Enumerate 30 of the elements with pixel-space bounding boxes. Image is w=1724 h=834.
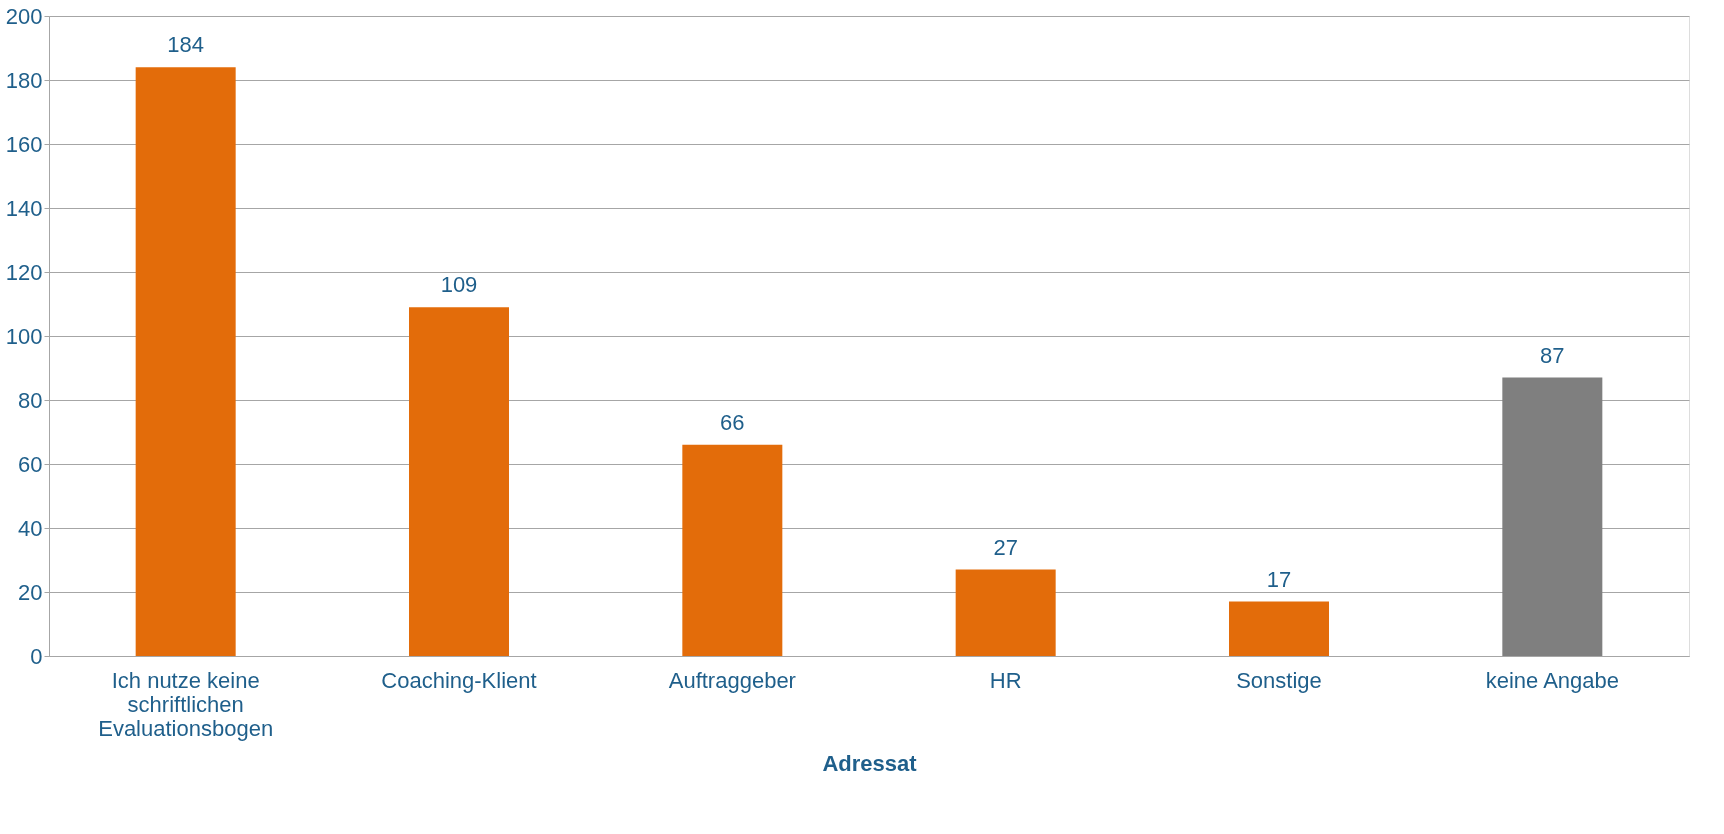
bar (135, 67, 236, 656)
y-tick-label: 140 (5, 195, 43, 221)
data-label: 184 (167, 32, 205, 58)
x-axis-title: Adressat (822, 750, 918, 776)
bar (1502, 377, 1603, 656)
data-label: 27 (993, 534, 1018, 560)
y-tick-label: 60 (18, 451, 43, 477)
x-tick-label: HR (989, 667, 1022, 693)
data-label: 66 (720, 409, 745, 435)
data-label: 109 (440, 272, 478, 298)
x-tick-label: Coaching-Klient (381, 667, 537, 693)
y-tick-label: 20 (18, 579, 43, 605)
bar (409, 307, 509, 656)
y-tick-label: 200 (5, 3, 43, 29)
y-tick-label: 120 (5, 259, 43, 285)
x-tick-label: Sonstige (1236, 667, 1322, 693)
bar (1229, 601, 1329, 656)
y-tick-label: 80 (18, 387, 43, 413)
y-tick-label: 40 (18, 515, 43, 541)
data-label: 17 (1266, 566, 1292, 592)
y-tick-label: 100 (5, 323, 43, 349)
x-tick-label: Ich nutze keine schriftlichen Evaluationsbogen (98, 667, 274, 741)
x-tick-label: Auftraggeber (668, 667, 796, 693)
y-tick-label: 0 (30, 643, 43, 669)
y-tick-label: 160 (5, 131, 43, 157)
data-label: 87 (1540, 342, 1565, 368)
bar (955, 569, 1056, 656)
x-tick-label: keine Angabe (1485, 667, 1620, 693)
y-tick-label: 180 (5, 67, 43, 93)
bar (682, 444, 783, 656)
